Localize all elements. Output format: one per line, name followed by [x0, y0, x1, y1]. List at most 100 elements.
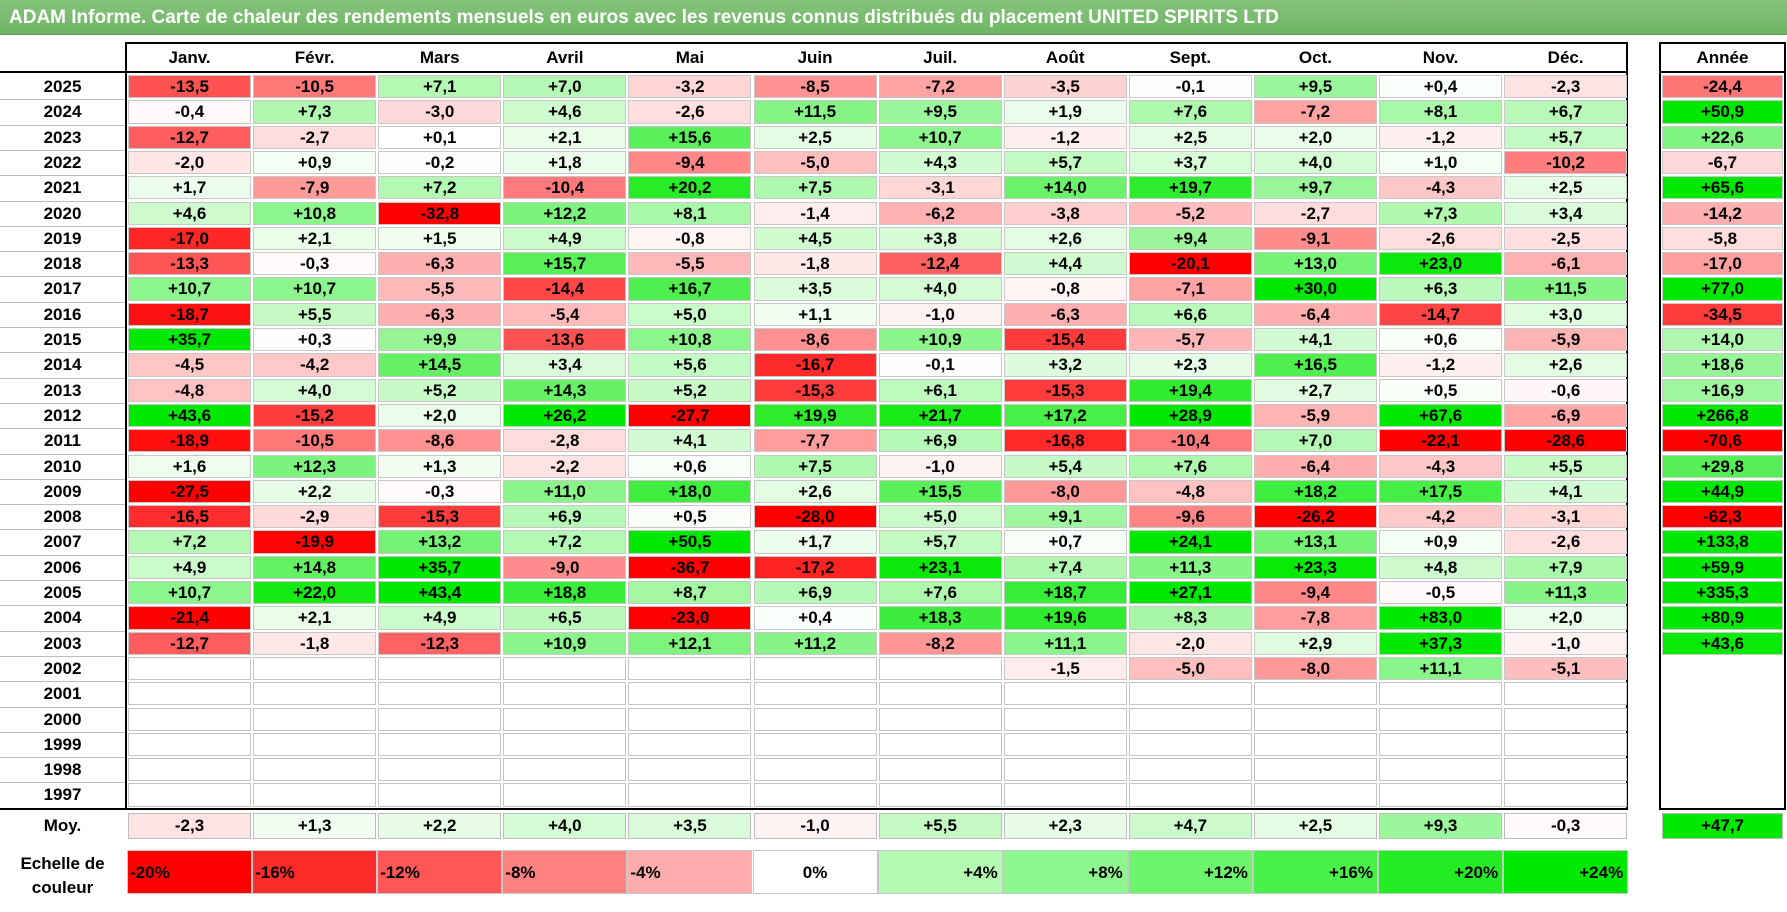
column-header: Avril: [546, 48, 584, 67]
column-header: Janv.: [168, 48, 211, 67]
heatmap-cell: [753, 656, 877, 681]
heatmap-cell: +10,9: [878, 328, 1002, 352]
row-year-label: 2003: [43, 633, 82, 653]
heatmap-cell: [1003, 758, 1127, 782]
heatmap-cell: +2,3: [1128, 353, 1252, 377]
heatmap-cell: [628, 682, 752, 706]
heatmap-cell: -9,0: [503, 555, 627, 579]
heatmap-cell: [628, 758, 752, 782]
heatmap-cell: +8,1: [1379, 100, 1503, 124]
heatmap-cell: +1,8: [503, 150, 627, 175]
heatmap-cell: +1,7: [128, 176, 252, 200]
heatmap-cell: +19,4: [1128, 378, 1252, 402]
annual-cell: [1662, 758, 1783, 782]
row-year-label: 2015: [43, 330, 82, 349]
heatmap-cell: -1,2: [1379, 353, 1503, 377]
row-divider: [0, 655, 125, 657]
heatmap-cell: +1,6: [128, 454, 252, 478]
heatmap-cell: -0,3: [378, 479, 502, 504]
heatmap-cell: +21,7: [878, 403, 1002, 428]
heatmap-cell: +7,6: [1128, 454, 1252, 478]
heatmap-cell: +0,4: [1379, 75, 1503, 99]
row-year-label: 1998: [43, 760, 82, 780]
color-scale-swatch: +8%: [1002, 850, 1128, 894]
heatmap-cell: +2,5: [753, 125, 877, 149]
annual-cell: -70,6: [1662, 429, 1783, 453]
heatmap-cell: -5,9: [1253, 403, 1377, 428]
heatmap-cell: -2,6: [1504, 530, 1628, 554]
row-year-label: 2008: [43, 507, 82, 527]
color-scale-swatch: -16%: [252, 850, 378, 894]
heatmap-cell: -0,6: [1504, 378, 1628, 402]
row-year-label: 2006: [43, 557, 82, 577]
heatmap-cell: +9,5: [1253, 75, 1377, 99]
heatmap-cell: -15,4: [1003, 328, 1127, 352]
heatmap-cell: -6,3: [1003, 302, 1127, 326]
row-year-label: 2018: [43, 254, 82, 274]
heatmap-cell: -1,4: [753, 201, 877, 225]
heatmap-cell: -18,9: [128, 429, 252, 453]
heatmap-cell: -10,5: [253, 429, 377, 453]
heatmap-cell: +17,5: [1379, 479, 1503, 504]
heatmap-cell: -23,0: [628, 606, 752, 630]
heatmap-cell: -17,0: [128, 226, 252, 251]
heatmap-cell: +7,9: [1504, 555, 1628, 579]
heatmap-cell: +15,5: [878, 479, 1002, 504]
heatmap-cell: [753, 783, 877, 807]
row-divider: [0, 149, 125, 151]
annual-cell: -34,5: [1662, 302, 1783, 326]
heatmap-cell: +0,5: [628, 505, 752, 529]
heatmap-cell: -6,4: [1253, 302, 1377, 326]
header-separator: [1659, 71, 1786, 73]
heatmap-cell: -1,2: [1379, 125, 1503, 149]
heatmap-cell: -0,5: [1379, 581, 1503, 605]
heatmap-cell: +2,6: [1504, 353, 1628, 377]
heatmap-cell: -1,0: [878, 454, 1002, 478]
heatmap-cell: +19,9: [753, 403, 877, 428]
annual-cell: -5,8: [1662, 226, 1783, 251]
heatmap-cell: -4,8: [1128, 479, 1252, 504]
heatmap-cell: +6,9: [503, 505, 627, 529]
heatmap-cell: +7,6: [878, 581, 1002, 605]
annual-cell: -6,7: [1662, 150, 1783, 175]
heatmap-cell: +5,7: [1504, 125, 1628, 149]
heatmap-cell: -10,4: [503, 176, 627, 200]
heatmap-cell: -32,8: [378, 201, 502, 225]
heatmap-cell: +4,6: [503, 100, 627, 124]
heatmap-cell: [1253, 707, 1377, 731]
heatmap-cell: +12,2: [503, 201, 627, 225]
heatmap-cell: [753, 758, 877, 782]
heatmap-cell: -13,3: [128, 252, 252, 276]
average-separator: [0, 807, 1628, 810]
heatmap-cell: -1,8: [253, 631, 377, 655]
heatmap-cell: +2,6: [1003, 226, 1127, 251]
heatmap-cell: -26,2: [1253, 505, 1377, 529]
heatmap-cell: +9,5: [878, 100, 1002, 124]
row-year-label: 1997: [43, 785, 82, 805]
heatmap-cell: -0,8: [1003, 277, 1127, 301]
heatmap-cell: [128, 758, 252, 782]
heatmap-cell: +0,6: [1379, 328, 1503, 352]
row-divider: [0, 352, 125, 354]
heatmap-cell: [1504, 758, 1628, 782]
row-divider: [0, 225, 125, 227]
heatmap-cell: [1003, 707, 1127, 731]
heatmap-cell: +11,3: [1128, 555, 1252, 579]
heatmap-cell: -22,1: [1379, 429, 1503, 453]
heatmap-cell: +3,4: [503, 353, 627, 377]
heatmap-cell: -12,4: [878, 252, 1002, 276]
heatmap-cell: [1379, 682, 1503, 706]
heatmap-cell: -3,1: [1504, 505, 1628, 529]
column-header: Juil.: [923, 48, 958, 67]
heatmap-cell: +4,0: [1253, 150, 1377, 175]
heatmap-cell: [128, 783, 252, 807]
heatmap-cell: -28,0: [753, 505, 877, 529]
column-header: Mars: [419, 48, 460, 67]
heatmap-cell: +2,2: [253, 479, 377, 504]
heatmap-cell: -8,2: [878, 631, 1002, 655]
heatmap-cell: +16,5: [1253, 353, 1377, 377]
heatmap-cell: -4,2: [1379, 505, 1503, 529]
row-divider: [0, 504, 125, 506]
heatmap-cell: [503, 783, 627, 807]
average-cell: -2,3: [128, 812, 252, 839]
